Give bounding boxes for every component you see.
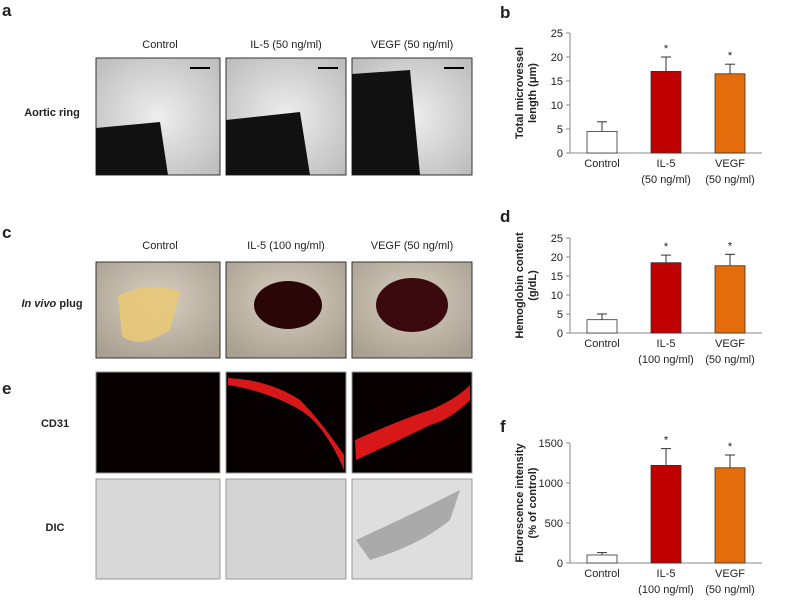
error-bar: [661, 448, 671, 466]
x-tick-label: VEGF: [715, 158, 745, 170]
row-label-italic: In vivo: [21, 298, 56, 310]
x-tick-label: Control: [584, 568, 619, 580]
error-bar: [661, 254, 671, 263]
x-tick-label: (50 ng/ml): [705, 584, 755, 596]
bar: [714, 265, 746, 334]
significance-star: *: [728, 240, 733, 252]
x-tick-label: VEGF: [715, 568, 745, 580]
panel-label: d: [500, 207, 510, 226]
row-label: CD31: [41, 418, 69, 430]
y-tick-label: 1500: [539, 438, 563, 450]
y-tick-label: 0: [557, 328, 563, 340]
x-tick-label: (100 ng/ml): [638, 584, 694, 596]
bar: [650, 464, 682, 564]
y-axis-label: (g/dL): [527, 270, 539, 301]
row-label: Aortic ring: [24, 107, 80, 119]
significance-star: *: [728, 50, 733, 62]
error-bar: [725, 63, 735, 74]
error-bar: [597, 121, 607, 132]
y-tick-label: 15: [551, 271, 563, 283]
dic-images: [95, 478, 473, 580]
y-tick-label: 5: [557, 124, 563, 136]
y-tick-label: 20: [551, 252, 563, 264]
row-label-rest: plug: [59, 298, 82, 310]
y-tick-label: 0: [557, 558, 563, 570]
significance-star: *: [664, 435, 669, 447]
y-tick-label: 0: [557, 148, 563, 160]
x-tick-label: IL-5: [657, 338, 676, 350]
error-bar: [597, 552, 607, 555]
bar: [586, 319, 618, 334]
plug-images: [95, 261, 473, 359]
y-axis-label: Total microvessel: [514, 47, 526, 139]
bar: [650, 71, 682, 154]
y-axis-label: (% of control): [527, 467, 539, 538]
y-axis-label: Hemoglobin content: [514, 232, 526, 339]
x-tick-label: (50 ng/ml): [641, 174, 691, 186]
x-tick-label: IL-5: [657, 158, 676, 170]
y-tick-label: 1000: [539, 478, 563, 490]
x-tick-label: Control: [584, 338, 619, 350]
column-header: Control: [142, 39, 177, 51]
y-tick-label: 20: [551, 52, 563, 64]
x-tick-label: (50 ng/ml): [705, 174, 755, 186]
row-label: DIC: [46, 522, 65, 534]
y-tick-label: 10: [551, 290, 563, 302]
y-tick-label: 25: [551, 28, 563, 40]
y-tick-label: 5: [557, 309, 563, 321]
panel-label: c: [2, 223, 11, 242]
aortic-ring-images: [95, 57, 473, 176]
error-bar: [725, 454, 735, 468]
row-label: In vivo plug: [21, 298, 82, 310]
column-header: IL-5 (50 ng/ml): [250, 39, 322, 51]
error-bar: [597, 313, 607, 320]
y-tick-label: 25: [551, 233, 563, 245]
x-tick-label: (100 ng/ml): [638, 354, 694, 366]
bar: [586, 554, 618, 564]
x-tick-label: VEGF: [715, 338, 745, 350]
bar: [714, 467, 746, 564]
significance-star: *: [728, 441, 733, 453]
panel-label: b: [500, 3, 510, 22]
y-axis-label: length (μm): [527, 63, 539, 123]
panel-label: e: [2, 379, 11, 398]
x-tick-label: IL-5: [657, 568, 676, 580]
panel-label: a: [2, 1, 12, 20]
x-tick-label: (50 ng/ml): [705, 354, 755, 366]
column-header: Control: [142, 240, 177, 252]
error-bar: [725, 253, 735, 266]
significance-star: *: [664, 43, 669, 55]
cd31-images: [95, 371, 473, 474]
column-header: VEGF (50 ng/ml): [371, 39, 454, 51]
y-tick-label: 500: [545, 518, 563, 530]
column-header: VEGF (50 ng/ml): [371, 240, 454, 252]
bar: [650, 262, 682, 334]
y-tick-label: 15: [551, 76, 563, 88]
x-tick-label: Control: [584, 158, 619, 170]
error-bar: [661, 56, 671, 72]
bar: [714, 73, 746, 154]
bar: [586, 130, 618, 154]
panel-label: f: [500, 417, 506, 436]
y-tick-label: 10: [551, 100, 563, 112]
significance-star: *: [664, 241, 669, 253]
y-axis-label: Fluorescence intensity: [514, 443, 526, 563]
column-header: IL-5 (100 ng/ml): [247, 240, 325, 252]
